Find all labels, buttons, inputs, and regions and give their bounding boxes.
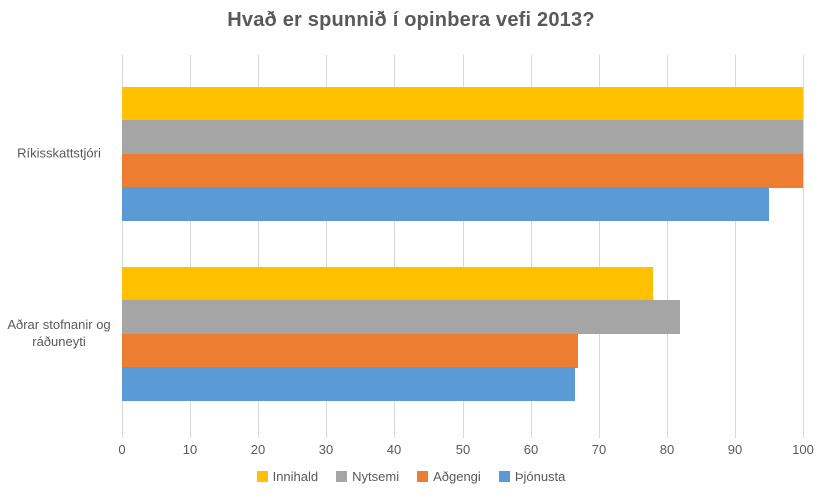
- plot-area: [122, 55, 804, 438]
- legend-label: Aðgengi: [433, 469, 481, 484]
- x-tick-label-50: 50: [455, 442, 471, 457]
- gridline-0: [122, 55, 123, 438]
- bar-adgengi-rikisskattstjori: [122, 154, 803, 188]
- gridline-60: [531, 55, 532, 438]
- x-tick-label-40: 40: [386, 442, 402, 457]
- chart-title: Hvað er spunnið í opinbera vefi 2013?: [227, 9, 595, 31]
- x-tick-label-70: 70: [591, 442, 607, 457]
- gridline-10: [190, 55, 191, 438]
- gridline-70: [599, 55, 600, 438]
- bar-thjonusta-rikisskattstjori: [122, 187, 769, 221]
- gridline-80: [667, 55, 668, 438]
- gridline-50: [463, 55, 464, 438]
- bar-thjonusta-adrar-stofnanir-og-raduneyti: [122, 367, 575, 401]
- legend-label: Þjónusta: [514, 469, 566, 484]
- x-tick-label-0: 0: [118, 442, 126, 457]
- bar-nytsemi-rikisskattstjori: [122, 120, 803, 154]
- category-label-rikisskattstjori: Ríkisskattstjóri: [17, 145, 101, 161]
- x-tick-label-90: 90: [727, 442, 743, 457]
- legend-item-thjonusta: Þjónusta: [498, 469, 566, 484]
- bar-adgengi-adrar-stofnanir-og-raduneyti: [122, 334, 578, 368]
- gridline-90: [735, 55, 736, 438]
- gridline-30: [326, 55, 327, 438]
- legend-swatch-adgengi: [417, 471, 429, 482]
- legend-label: Innihald: [272, 469, 319, 484]
- gridline-40: [394, 55, 395, 438]
- y-axis-category-labels: Ríkisskattstjóri Aðrar stofnanir og ráðun…: [0, 55, 118, 438]
- legend-item-nytsemi: Nytsemi: [336, 469, 399, 484]
- gridline-20: [258, 55, 259, 438]
- legend-item-innihald: Innihald: [256, 469, 319, 484]
- x-tick-label-10: 10: [182, 442, 198, 457]
- bar-nytsemi-adrar-stofnanir-og-raduneyti: [122, 300, 680, 334]
- legend-item-adgengi: Aðgengi: [417, 469, 481, 484]
- bar-innihald-rikisskattstjori: [122, 87, 803, 121]
- bar-innihald-adrar-stofnanir-og-raduneyti: [122, 267, 653, 301]
- legend-swatch-nytsemi: [336, 471, 348, 482]
- legend-swatch-thjonusta: [498, 471, 510, 482]
- x-tick-label-20: 20: [250, 442, 266, 457]
- legend: Innihald Nytsemi Aðgengi Þjónusta: [0, 469, 822, 484]
- x-axis: 0 10 20 30 40 50 60 70 80 90 100: [118, 442, 813, 458]
- x-tick-label-60: 60: [523, 442, 539, 457]
- category-label-adrar-stofnanir-og-raduneyti: Aðrar stofnanir og ráðuneyti: [7, 317, 111, 349]
- x-tick-label-30: 30: [318, 442, 334, 457]
- legend-swatch-innihald: [256, 471, 268, 482]
- x-tick-label-80: 80: [659, 442, 675, 457]
- x-tick-label-100: 100: [792, 442, 814, 457]
- gridline-100: [803, 55, 804, 438]
- legend-label: Nytsemi: [352, 469, 400, 484]
